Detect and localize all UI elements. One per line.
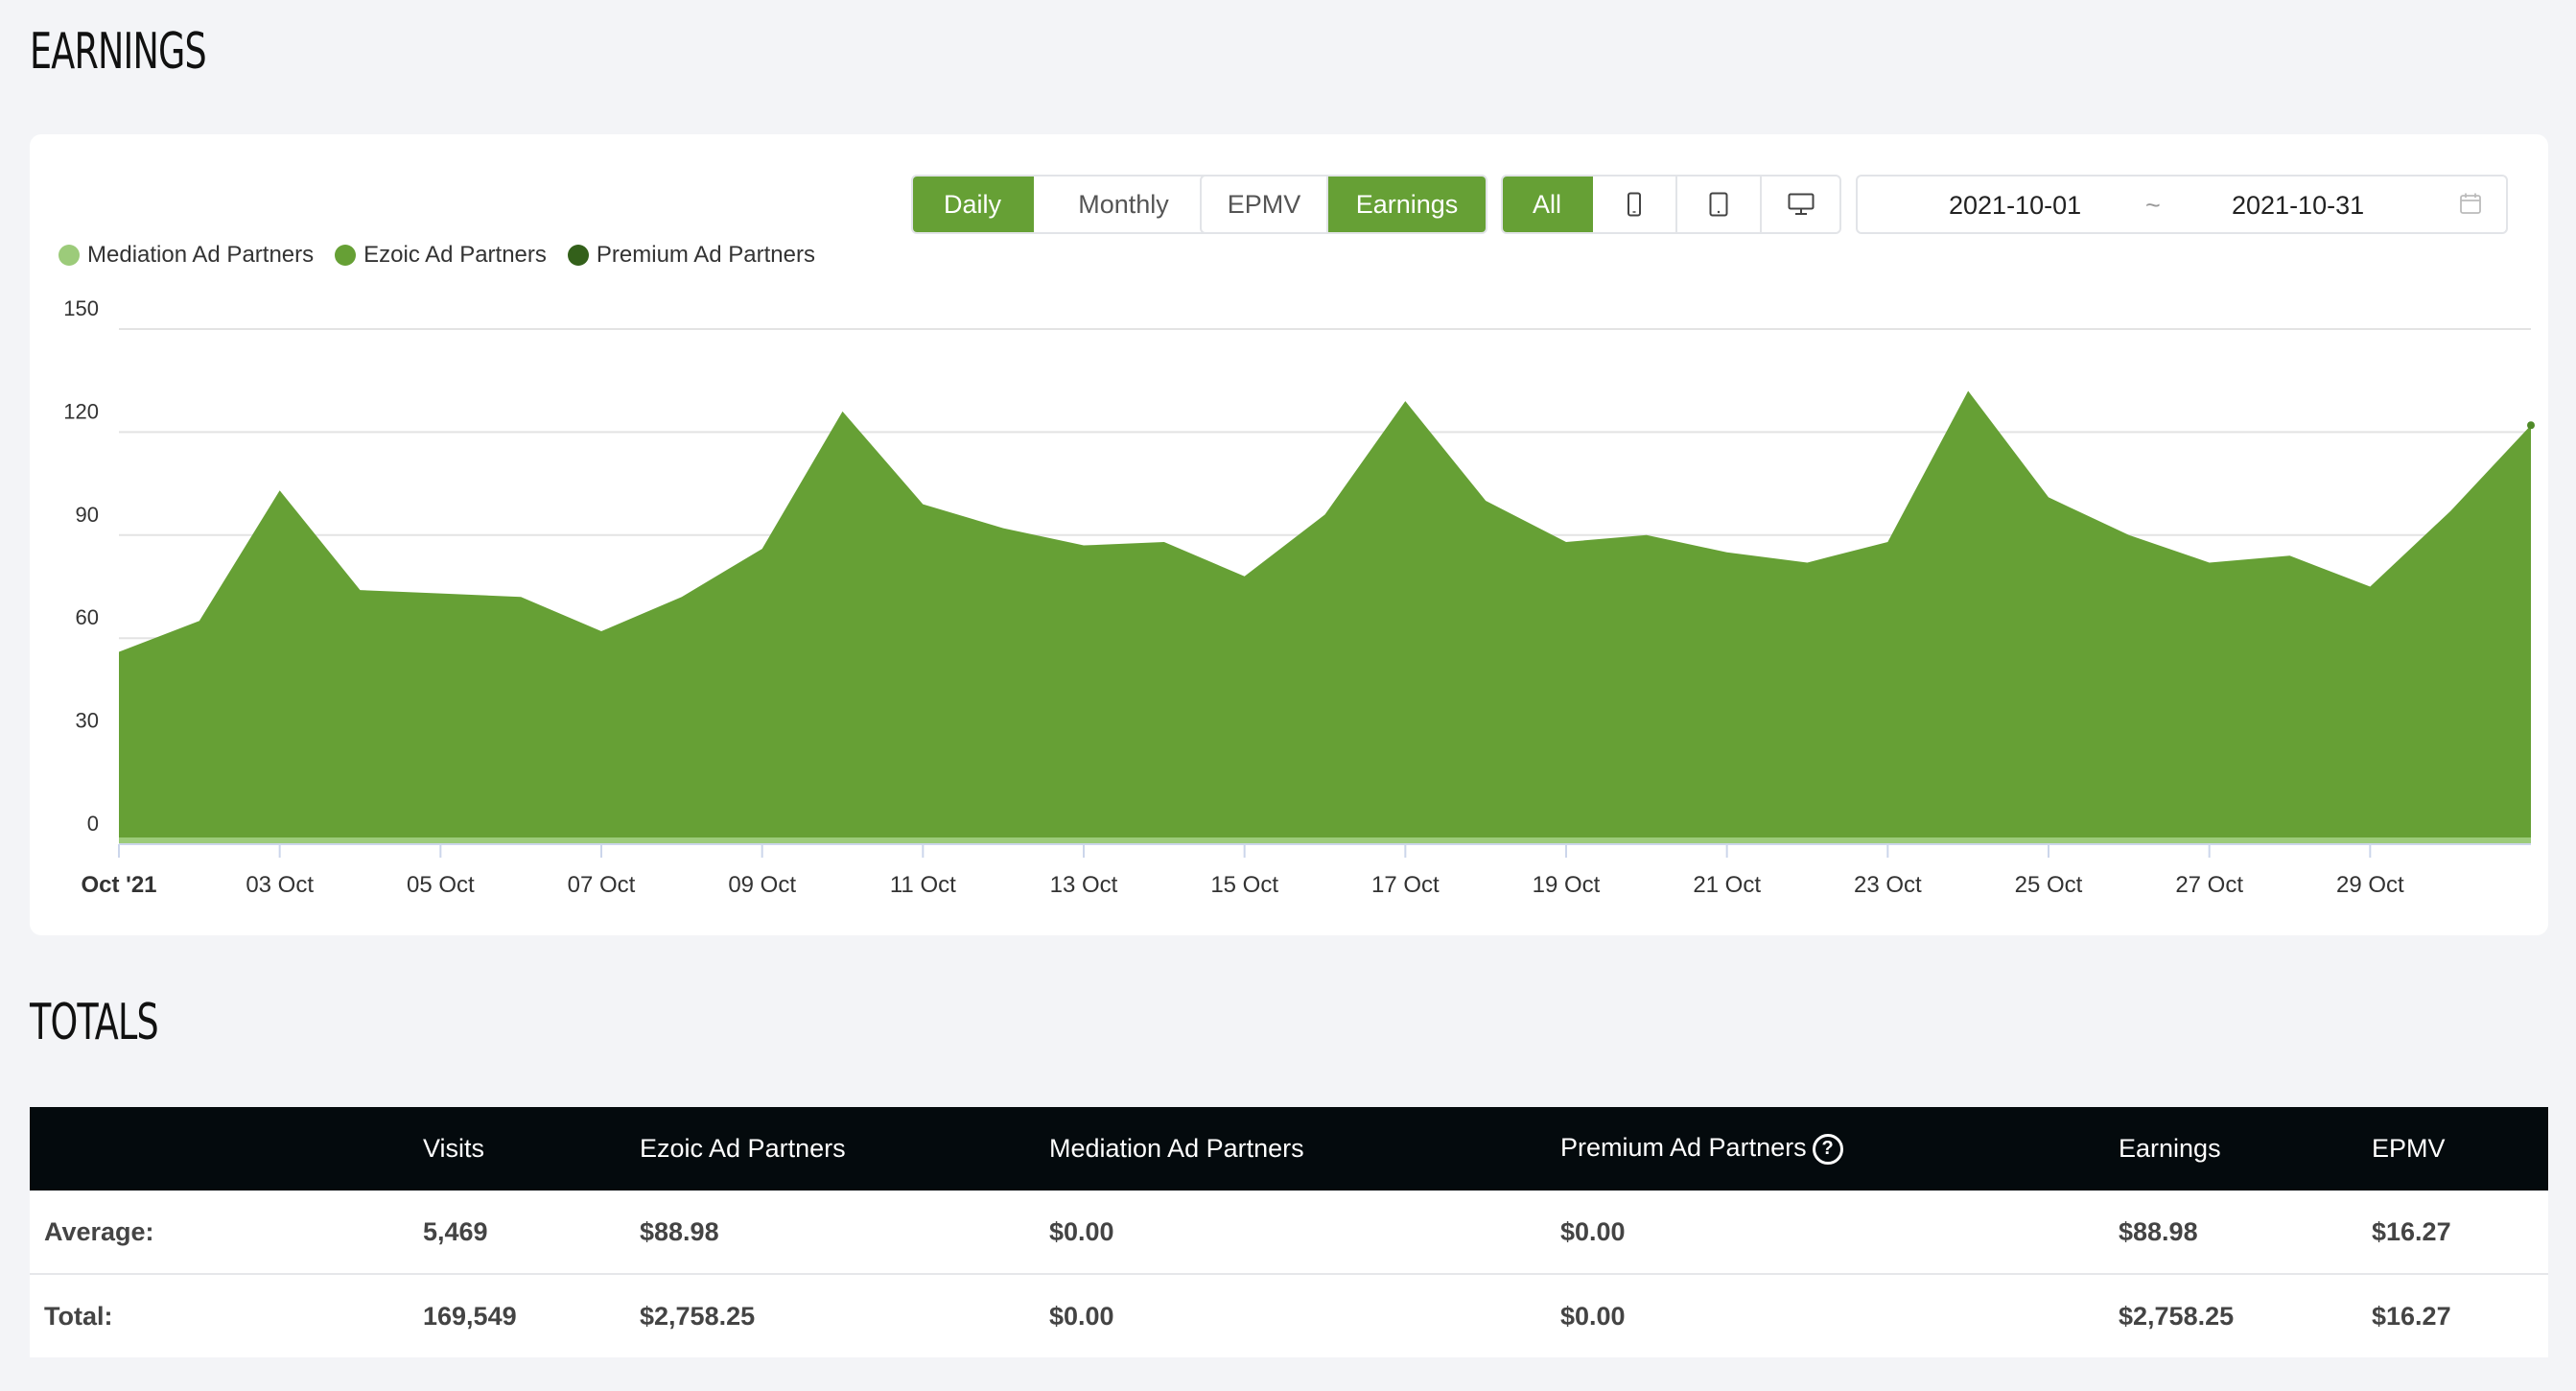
x-tick-label: Oct '21: [81, 872, 156, 898]
x-tick-label: 29 Oct: [2336, 872, 2404, 898]
desktop-icon: [1788, 193, 1814, 215]
metric-toggle: EPMV Earnings: [1200, 175, 1487, 234]
header-premium-label: Premium Ad Partners: [1560, 1133, 1807, 1163]
x-tick-label: 15 Oct: [1210, 872, 1278, 898]
legend-item-premium[interactable]: Premium Ad Partners: [567, 242, 815, 269]
desktop-device-button[interactable]: [1760, 177, 1839, 232]
period-toggle: Daily Monthly: [911, 175, 1215, 234]
earnings-area-chart: 0 30 60 90 120 150 Oct '21 03 Oct 05 Oct 07 Oct 09…: [63, 296, 2535, 898]
y-tick-label: 30: [76, 709, 99, 733]
header-visits[interactable]: Visits: [423, 1134, 485, 1163]
daily-button[interactable]: Daily: [913, 177, 1032, 232]
header-ezoic[interactable]: Ezoic Ad Partners: [640, 1134, 846, 1163]
mobile-icon: [1628, 192, 1641, 217]
x-tick-label: 05 Oct: [407, 872, 475, 898]
legend-label-ezoic: Ezoic Ad Partners: [363, 242, 547, 268]
cell-premium: $0.00: [1560, 1216, 1626, 1246]
monthly-button[interactable]: Monthly: [1032, 177, 1213, 232]
legend-dot-premium: [567, 245, 589, 266]
legend-label-mediation: Mediation Ad Partners: [87, 242, 315, 268]
totals-header-row: Visits Ezoic Ad Partners Mediation Ad Pa…: [30, 1107, 2548, 1191]
x-tick-label: 23 Oct: [1854, 872, 1922, 898]
header-epmv[interactable]: EPMV: [2372, 1134, 2446, 1163]
legend-item-mediation[interactable]: Mediation Ad Partners: [59, 242, 314, 269]
cell-epmv: $16.27: [2372, 1216, 2451, 1246]
table-row-average: Average: 5,469 $88.98 $0.00 $0.00 $88.98…: [30, 1191, 2548, 1274]
x-tick-label: 09 Oct: [728, 872, 796, 898]
cell-mediation: $0.00: [1049, 1216, 1114, 1246]
tablet-icon: [1709, 192, 1728, 217]
area-ezoic-ad-partners: [119, 390, 2531, 844]
y-tick-label: 90: [76, 503, 99, 527]
x-tick-label: 17 Oct: [1371, 872, 1440, 898]
date-separator: ~: [2145, 191, 2161, 220]
header-premium[interactable]: Premium Ad Partners?: [1560, 1107, 2119, 1191]
chart-legend: Mediation Ad Partners Ezoic Ad Partners …: [59, 242, 815, 269]
y-tick-label: 60: [76, 605, 99, 629]
cell-earnings: $88.98: [2119, 1216, 2198, 1246]
y-tick-label: 0: [87, 812, 99, 836]
table-row-total: Total: 169,549 $2,758.25 $0.00 $0.00 $2,…: [30, 1274, 2548, 1357]
earnings-button[interactable]: Earnings: [1326, 177, 1486, 232]
x-tick-label: 27 Oct: [2175, 872, 2243, 898]
header-label: [30, 1107, 423, 1191]
legend-label-premium: Premium Ad Partners: [596, 242, 815, 268]
x-tick-label: 21 Oct: [1693, 872, 1761, 898]
cell-premium: $0.00: [1560, 1301, 1626, 1331]
cell-visits: 5,469: [423, 1216, 488, 1246]
y-tick-label: 120: [63, 399, 99, 423]
legend-dot-ezoic: [335, 245, 357, 266]
cell-epmv: $16.27: [2372, 1301, 2451, 1331]
cell-ezoic: $88.98: [640, 1216, 719, 1246]
header-earnings[interactable]: Earnings: [2119, 1134, 2221, 1163]
help-icon[interactable]: ?: [1812, 1133, 1843, 1165]
cell-earnings: $2,758.25: [2119, 1301, 2235, 1331]
totals-heading: TOTALS: [30, 994, 159, 1051]
device-toggle: All: [1501, 175, 1841, 234]
device-all-button[interactable]: All: [1503, 177, 1591, 232]
legend-dot-mediation: [59, 245, 80, 266]
header-mediation[interactable]: Mediation Ad Partners: [1049, 1134, 1304, 1163]
x-tick-label: 07 Oct: [568, 872, 636, 898]
cell-ezoic: $2,758.25: [640, 1301, 756, 1331]
x-tick-label: 19 Oct: [1533, 872, 1601, 898]
date-end[interactable]: 2021-10-31: [2232, 191, 2365, 220]
tablet-device-button[interactable]: [1675, 177, 1760, 232]
series-endpoint: [2527, 421, 2535, 430]
earnings-heading: EARNINGS: [30, 23, 207, 81]
calendar-icon[interactable]: [2459, 192, 2482, 215]
x-tick-label: 25 Oct: [2015, 872, 2083, 898]
date-start[interactable]: 2021-10-01: [1949, 191, 2082, 220]
area-mediation-ad-partners: [119, 837, 2531, 844]
date-range-picker[interactable]: 2021-10-01 ~ 2021-10-31: [1856, 175, 2508, 234]
totals-table: Visits Ezoic Ad Partners Mediation Ad Pa…: [30, 1107, 2548, 1357]
x-tick-label: 13 Oct: [1050, 872, 1118, 898]
earnings-chart-card: Daily Monthly EPMV Earnings All: [30, 134, 2548, 935]
row-label: Average:: [44, 1216, 154, 1246]
legend-item-ezoic[interactable]: Ezoic Ad Partners: [335, 242, 547, 269]
mobile-device-button[interactable]: [1591, 177, 1675, 232]
row-label: Total:: [44, 1301, 113, 1331]
cell-mediation: $0.00: [1049, 1301, 1114, 1331]
epmv-button[interactable]: EPMV: [1227, 189, 1301, 219]
x-tick-label: 03 Oct: [246, 872, 314, 898]
x-tick-label: 11 Oct: [890, 872, 956, 898]
y-tick-label: 150: [63, 296, 99, 320]
cell-visits: 169,549: [423, 1301, 517, 1331]
